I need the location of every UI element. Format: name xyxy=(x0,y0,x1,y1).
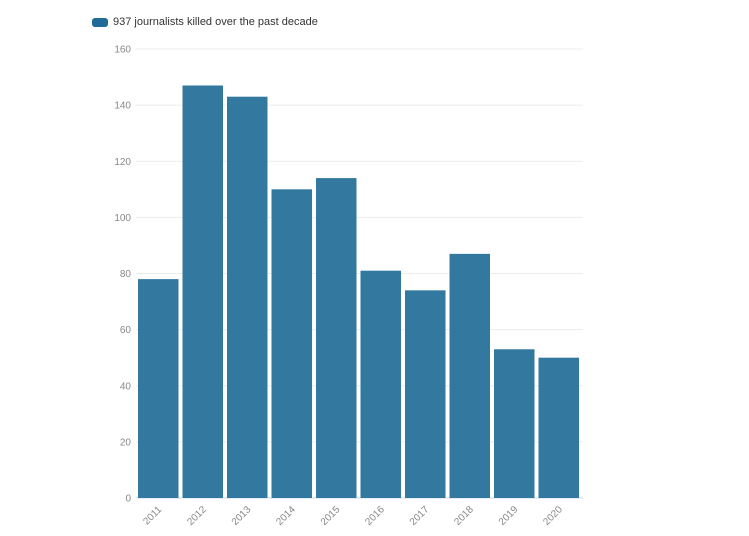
bar-2018[interactable] xyxy=(449,253,491,498)
legend-swatch xyxy=(92,17,108,27)
y-tick-label: 40 xyxy=(120,381,132,392)
y-tick-label: 20 xyxy=(120,437,132,448)
bar-2014[interactable] xyxy=(271,189,313,498)
bar-2017[interactable] xyxy=(405,290,446,498)
x-tick-label: 2012 xyxy=(185,504,209,528)
y-tick-label: 120 xyxy=(114,157,131,168)
y-tick-label: 160 xyxy=(114,45,131,56)
y-tick-label: 0 xyxy=(125,494,131,505)
bar-2013[interactable] xyxy=(227,96,268,499)
y-tick-label: 80 xyxy=(120,269,132,280)
x-tick-label: 2018 xyxy=(452,504,476,528)
x-tick-label: 2015 xyxy=(319,504,343,528)
y-tick-label: 60 xyxy=(120,325,132,336)
x-tick-label: 2016 xyxy=(363,504,387,528)
x-tick-label: 2013 xyxy=(230,504,254,528)
x-tick-label: 2019 xyxy=(497,504,521,528)
bar-2015[interactable] xyxy=(316,178,357,498)
legend-label: 937 journalists killed over the past dec… xyxy=(113,16,318,28)
x-tick-label: 2017 xyxy=(408,504,432,528)
y-tick-label: 140 xyxy=(114,101,131,112)
bar-2011[interactable] xyxy=(138,279,179,498)
x-tick-label: 2020 xyxy=(541,504,565,528)
x-tick-label: 2014 xyxy=(274,504,298,528)
y-tick-label: 100 xyxy=(114,213,131,224)
legend[interactable]: 937 journalists killed over the past dec… xyxy=(92,16,318,28)
bar-2019[interactable] xyxy=(494,349,535,498)
bar-2016[interactable] xyxy=(360,270,402,498)
bar-2020[interactable] xyxy=(538,357,580,498)
x-tick-label: 2011 xyxy=(141,504,164,527)
bar-2012[interactable] xyxy=(182,85,224,498)
